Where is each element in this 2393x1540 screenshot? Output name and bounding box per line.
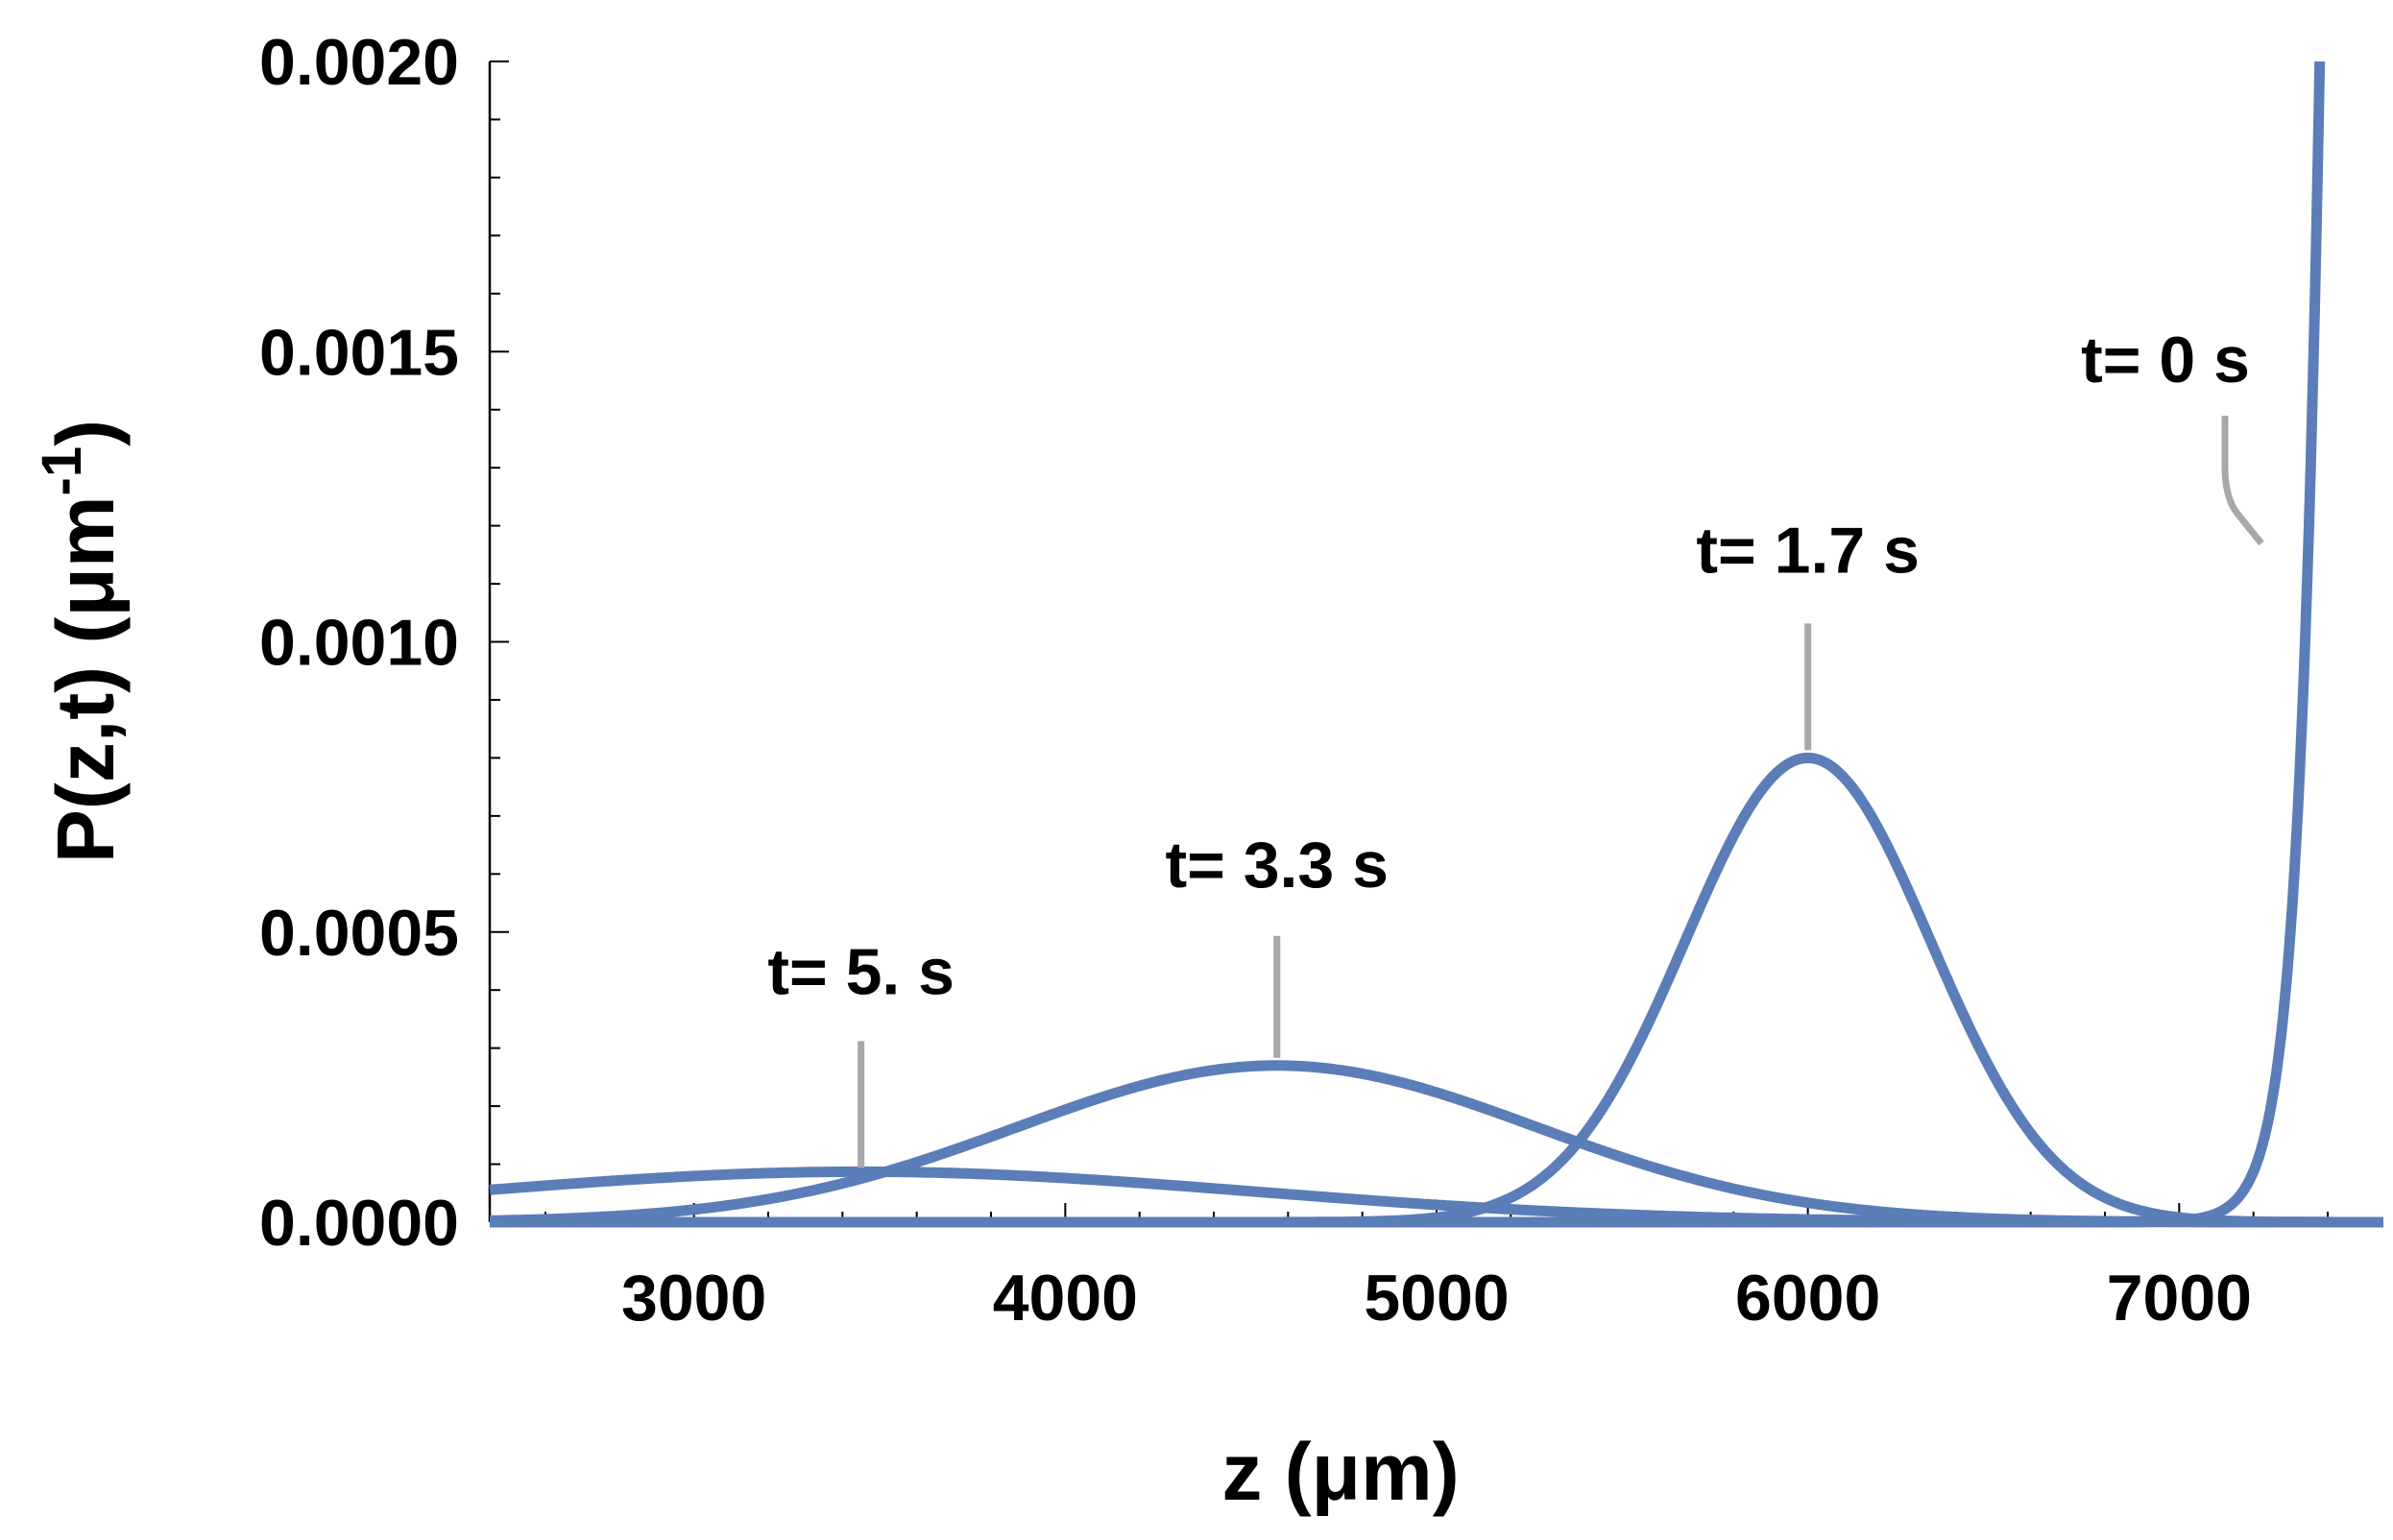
curves <box>486 60 2387 1228</box>
x-tick-label: 3000 <box>621 1262 766 1335</box>
leader-t-0-s <box>2221 416 2264 546</box>
curve-label-t-5-s: t= 5. s <box>767 935 955 1008</box>
curve-t-1-7-s <box>486 752 2387 1228</box>
y-tick-label: 0.0010 <box>259 607 459 680</box>
y-tick-label: 0.0015 <box>259 316 459 389</box>
y-axis-title-close: ) <box>40 420 131 446</box>
y-axis-title-main: P(z,t) (μm <box>40 495 131 863</box>
y-tick-label: 0.0005 <box>259 897 459 970</box>
x-tick-label: 5000 <box>1364 1262 1509 1335</box>
label-leaders <box>858 416 2264 1168</box>
y-axis-title: P(z,t) (μm-1) <box>31 420 131 863</box>
curve-labels: t= 0 s t= 1.7 s t= 3.3 s t= 5. s <box>767 324 2250 1008</box>
y-axis-title-superscript: -1 <box>31 446 93 496</box>
x-tick-label: 6000 <box>1735 1262 1880 1335</box>
y-tick-label: 0.0020 <box>259 26 459 99</box>
axes <box>488 61 2383 1224</box>
curve-t-5-s <box>486 1166 2387 1228</box>
x-tick-label: 7000 <box>2107 1262 2252 1335</box>
curve-t-0-s <box>486 60 2326 1228</box>
x-tick-label: 4000 <box>993 1262 1138 1335</box>
curve-label-t-0-s: t= 0 s <box>2081 324 2250 397</box>
curve-label-t-3-3-s: t= 3.3 s <box>1165 829 1389 902</box>
curve-label-t-1-7-s: t= 1.7 s <box>1696 514 1920 587</box>
tick-labels: 3000 4000 5000 6000 7000 0.0000 0.0005 0.0010 0.… <box>259 26 2252 1335</box>
ticks <box>490 60 2329 1223</box>
y-tick-label: 0.0000 <box>259 1187 459 1260</box>
x-axis-title: z (μm) <box>1221 1427 1459 1517</box>
